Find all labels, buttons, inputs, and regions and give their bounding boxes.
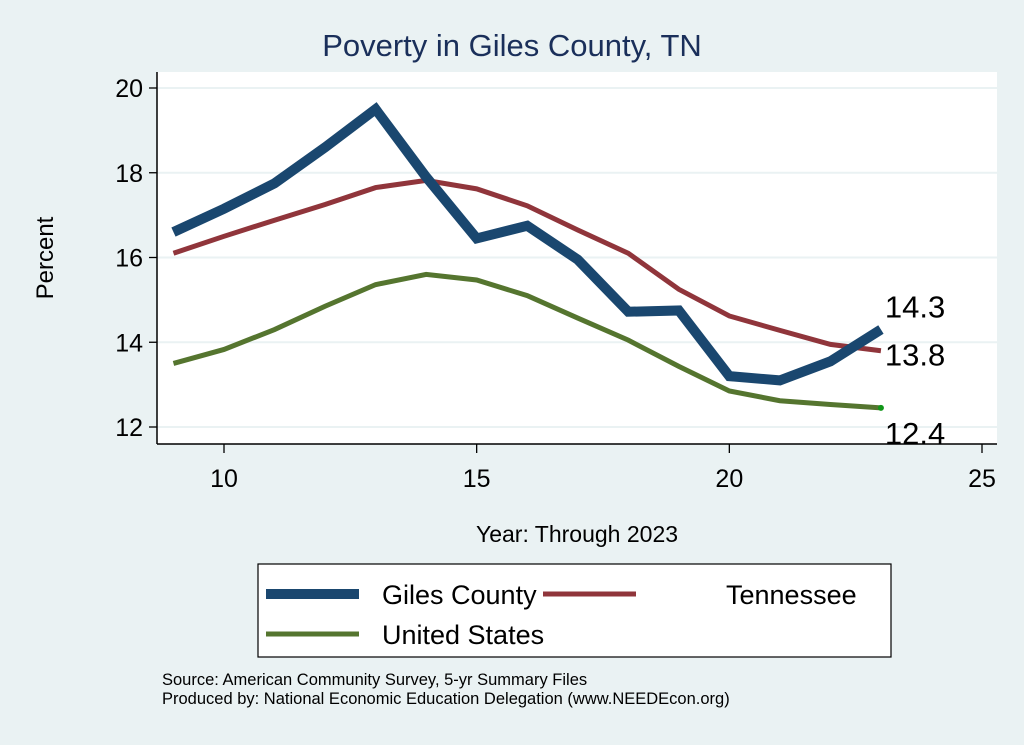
us-end-marker xyxy=(877,404,884,411)
x-axis-label: Year: Through 2023 xyxy=(476,521,678,547)
x-tick-label: 20 xyxy=(715,465,743,493)
y-tick-label: 20 xyxy=(115,75,143,103)
series-lines xyxy=(171,102,884,411)
x-tick-label: 15 xyxy=(463,465,491,493)
x-tick-label: 10 xyxy=(210,465,238,493)
x-tick-label: 25 xyxy=(968,465,996,493)
legend-label: Tennessee xyxy=(726,580,857,610)
end-label: 13.8 xyxy=(885,338,945,373)
y-axis-label: Percent xyxy=(32,216,59,299)
legend-box xyxy=(257,563,892,658)
end-label: 14.3 xyxy=(885,290,945,325)
end-labels: 14.3 13.8 12.4 xyxy=(885,290,945,451)
chart-title: Poverty in Giles County, TN xyxy=(322,28,702,63)
y-tick-label: 14 xyxy=(115,329,143,357)
y-tick-label: 18 xyxy=(115,160,143,188)
legend: Giles County Tennessee United States xyxy=(257,563,892,658)
source-note: Source: American Community Survey, 5-yr … xyxy=(162,671,588,689)
y-tick-label: 12 xyxy=(115,414,143,442)
axes: 12 14 16 18 20 10 15 20 25 xyxy=(115,72,997,493)
produced-by-note: Produced by: National Economic Education… xyxy=(162,690,730,708)
legend-label: United States xyxy=(382,620,544,650)
legend-label: Giles County xyxy=(382,580,537,610)
end-label: 12.4 xyxy=(885,416,945,451)
y-tick-label: 16 xyxy=(115,245,143,273)
